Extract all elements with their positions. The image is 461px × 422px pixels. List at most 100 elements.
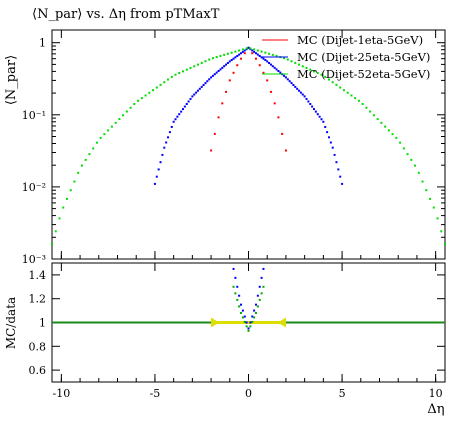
data-point bbox=[275, 68, 278, 71]
data-point bbox=[223, 53, 226, 56]
data-point bbox=[210, 76, 213, 79]
data-point bbox=[213, 132, 216, 135]
data-point bbox=[309, 68, 312, 71]
ratio-data-point bbox=[253, 309, 256, 312]
data-point bbox=[254, 52, 257, 55]
ratio-data-point bbox=[234, 276, 237, 279]
data-point bbox=[406, 153, 409, 156]
data-point bbox=[268, 52, 271, 55]
data-point bbox=[380, 121, 383, 124]
data-point bbox=[236, 54, 239, 57]
data-point bbox=[183, 105, 186, 108]
data-point bbox=[369, 110, 372, 113]
data-point bbox=[122, 114, 125, 117]
data-point bbox=[309, 103, 312, 106]
data-point bbox=[286, 78, 289, 81]
y-axis-label-main: ⟨N_par⟩ bbox=[4, 55, 19, 105]
data-point bbox=[234, 50, 237, 53]
data-point bbox=[157, 168, 160, 171]
data-point bbox=[303, 95, 306, 98]
data-point bbox=[331, 81, 334, 84]
data-point bbox=[307, 100, 310, 103]
data-point bbox=[339, 175, 342, 178]
data-point bbox=[269, 90, 272, 93]
data-point bbox=[436, 217, 439, 220]
ratio-data-point bbox=[245, 321, 248, 324]
data-point bbox=[316, 113, 319, 116]
ratio-data-points bbox=[52, 267, 445, 332]
data-point bbox=[144, 94, 147, 97]
data-point bbox=[208, 78, 211, 81]
data-point bbox=[262, 71, 265, 74]
data-point bbox=[180, 110, 183, 113]
data-point bbox=[262, 57, 265, 60]
data-point bbox=[230, 51, 233, 54]
data-point bbox=[286, 58, 289, 61]
data-point bbox=[324, 125, 327, 128]
ratio-data-point bbox=[256, 294, 259, 297]
data-point bbox=[268, 62, 271, 65]
data-point bbox=[226, 52, 229, 55]
data-point bbox=[294, 85, 297, 88]
data-point bbox=[140, 97, 143, 100]
data-point bbox=[178, 113, 181, 116]
data-point bbox=[253, 50, 256, 53]
data-point bbox=[163, 81, 166, 84]
data-point bbox=[110, 125, 113, 128]
ratio-data-point bbox=[243, 315, 246, 318]
data-point bbox=[159, 83, 162, 86]
data-point bbox=[174, 118, 177, 121]
data-point bbox=[421, 180, 424, 183]
data-point bbox=[346, 91, 349, 94]
data-point bbox=[92, 147, 95, 150]
data-point bbox=[247, 46, 250, 49]
data-point bbox=[107, 129, 110, 132]
data-point bbox=[84, 158, 87, 161]
data-point bbox=[376, 118, 379, 121]
ratio-data-point bbox=[256, 305, 259, 308]
data-point bbox=[251, 49, 254, 52]
data-point bbox=[269, 63, 272, 66]
data-point bbox=[402, 147, 405, 150]
data-point bbox=[172, 120, 175, 123]
data-point bbox=[196, 89, 199, 92]
upper-axis-ticks: 10⁻³ 10⁻² 10⁻¹ 1 bbox=[22, 30, 445, 266]
data-point bbox=[58, 217, 61, 220]
ratio-data-point bbox=[245, 325, 248, 328]
data-point bbox=[217, 116, 220, 119]
ratio-arrow-left bbox=[211, 317, 220, 328]
data-point bbox=[193, 93, 196, 96]
data-point bbox=[331, 146, 334, 149]
ratio-y-tick-label: 1.2 bbox=[29, 293, 47, 306]
ratio-data-point bbox=[232, 285, 235, 288]
data-point bbox=[62, 206, 65, 209]
data-point bbox=[193, 65, 196, 68]
data-point bbox=[198, 87, 201, 90]
data-point bbox=[155, 175, 158, 178]
data-point bbox=[333, 153, 336, 156]
data-point bbox=[204, 60, 207, 63]
data-point bbox=[410, 158, 413, 161]
data-point bbox=[320, 73, 323, 76]
data-point bbox=[391, 133, 394, 136]
data-point bbox=[243, 52, 246, 55]
data-point bbox=[73, 180, 76, 183]
data-point bbox=[305, 97, 308, 100]
data-point bbox=[256, 49, 259, 52]
ratio-data-point bbox=[258, 285, 261, 288]
y-axis-label-ratio: MC/data bbox=[4, 297, 18, 349]
data-point bbox=[271, 65, 274, 68]
data-point bbox=[211, 74, 214, 77]
data-point bbox=[313, 70, 315, 73]
data-point bbox=[191, 95, 194, 98]
data-point bbox=[251, 52, 254, 55]
data-point bbox=[221, 102, 224, 105]
data-point bbox=[238, 49, 241, 52]
upper-data-points bbox=[51, 46, 446, 246]
data-point bbox=[226, 62, 229, 65]
ratio-arrow-right bbox=[277, 317, 286, 328]
data-point bbox=[176, 115, 179, 118]
ratio-data-point bbox=[243, 320, 246, 323]
data-point bbox=[264, 59, 267, 62]
data-point bbox=[159, 161, 162, 164]
